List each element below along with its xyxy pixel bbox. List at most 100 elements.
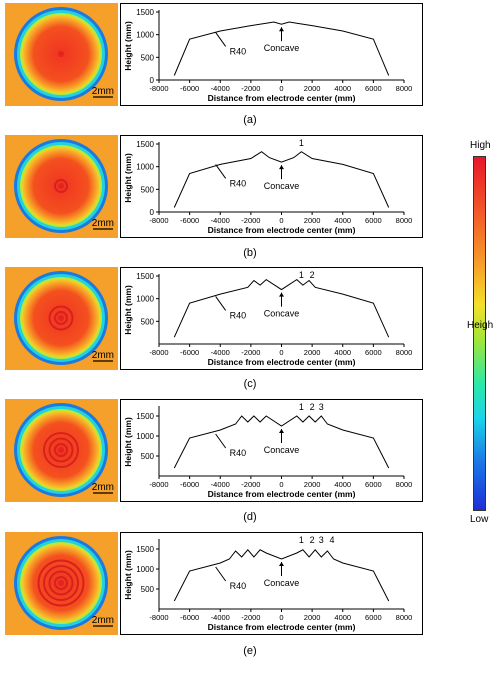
peak-number-label: 2 <box>310 270 315 280</box>
x-tick-label: 4000 <box>334 84 351 93</box>
y-tick-label: 0 <box>150 76 155 85</box>
y-tick-label: 1500 <box>136 412 154 421</box>
colorbar-bottom-label: Low <box>470 514 489 525</box>
r40-arrow <box>215 296 227 311</box>
peak-number-label: 3 <box>319 535 324 545</box>
height-profile-line <box>173 415 390 469</box>
y-axis-title: Height (mm) <box>123 21 133 71</box>
height-profile-line <box>173 151 390 208</box>
x-tick-label: 8000 <box>396 84 413 93</box>
x-tick-label: -6000 <box>180 84 199 93</box>
x-tick-label: 4000 <box>334 613 351 622</box>
x-tick-label: -2000 <box>241 84 260 93</box>
x-tick-label: 2000 <box>304 613 321 622</box>
x-tick-label: -4000 <box>211 216 230 225</box>
concave-arrowhead <box>279 562 284 566</box>
y-tick-label: 500 <box>141 585 155 594</box>
peak-number-label: 4 <box>330 535 335 545</box>
height-profile-line <box>173 278 390 338</box>
height-map-image: 2mm <box>5 399 118 502</box>
chart-svg: 0 500 1000 1500 -8000 -6000 -4000 -2000 0 2000 400… <box>123 8 413 103</box>
peak-number-label: 2 <box>310 535 315 545</box>
x-tick-label: 4000 <box>334 216 351 225</box>
y-tick-label: 1500 <box>136 8 154 17</box>
x-tick-label: -6000 <box>180 348 199 357</box>
x-tick-label: 6000 <box>365 613 382 622</box>
y-tick-label: 500 <box>141 185 155 194</box>
y-tick-label: 1500 <box>136 545 154 554</box>
x-tick-label: -2000 <box>241 613 260 622</box>
x-tick-label: -6000 <box>180 613 199 622</box>
x-tick-label: -4000 <box>211 348 230 357</box>
x-tick-label: -4000 <box>211 613 230 622</box>
concave-annotation: Concave <box>264 445 300 455</box>
peak-number-label: 1 <box>299 270 304 280</box>
chart-svg: 0 500 1000 1500 -8000 -6000 -4000 -2000 0 2000 400… <box>123 138 412 235</box>
y-tick-label: 1000 <box>136 565 154 574</box>
peak-number-label: 1 <box>299 535 304 545</box>
x-tick-label: 8000 <box>396 613 413 622</box>
r40-annotation: R40 <box>230 46 247 56</box>
x-tick-label: -8000 <box>149 216 168 225</box>
height-map-image: 2mm <box>5 135 118 238</box>
chart-svg: 500 1000 1500 -8000 -6000 -4000 -2000 0 2000 4000… <box>123 402 412 499</box>
y-axis-title: Height (mm) <box>123 285 133 335</box>
height-map-image: 2mm <box>5 532 118 635</box>
height-profile-chart: 0 500 1000 1500 -8000 -6000 -4000 -2000 0 2000 400… <box>120 135 423 238</box>
concave-annotation: Concave <box>264 43 300 53</box>
panel-caption: (e) <box>243 645 257 657</box>
y-tick-label: 1500 <box>136 140 154 149</box>
y-tick-label: 1000 <box>136 31 154 40</box>
x-tick-label: 2000 <box>304 84 321 93</box>
chart-svg: 500 1000 1500 -8000 -6000 -4000 -2000 0 2000 4000… <box>123 270 412 367</box>
r40-arrow <box>215 32 227 47</box>
concave-arrowhead <box>279 27 284 32</box>
peak-number-label: 2 <box>310 402 315 412</box>
x-tick-label: 0 <box>279 216 283 225</box>
y-axis-title: Height (mm) <box>123 550 133 600</box>
height-profile-line <box>173 549 390 602</box>
scale-bar-label: 2mm <box>91 482 114 493</box>
x-tick-label: -8000 <box>149 348 168 357</box>
panel-caption: (d) <box>243 511 257 523</box>
panel-caption: (b) <box>243 247 257 259</box>
height-map-image: 2mm <box>5 267 118 370</box>
y-tick-label: 1000 <box>136 432 154 441</box>
y-tick-label: 500 <box>141 317 155 326</box>
x-tick-label: 6000 <box>365 348 382 357</box>
height-profile-chart: 500 1000 1500 -8000 -6000 -4000 -2000 0 2000 4000… <box>120 267 423 370</box>
concave-annotation: Concave <box>264 578 300 588</box>
x-tick-label: 0 <box>279 613 283 622</box>
peak-number-label: 1 <box>299 138 304 148</box>
x-tick-label: -2000 <box>241 480 260 489</box>
scale-bar-label: 2mm <box>91 350 114 361</box>
x-tick-label: -4000 <box>211 84 230 93</box>
r40-arrow <box>215 566 227 582</box>
y-tick-label: 1000 <box>136 163 154 172</box>
x-tick-label: -2000 <box>241 348 260 357</box>
x-axis-title: Distance from electrode center (mm) <box>208 622 356 632</box>
r40-arrow <box>215 164 227 179</box>
concave-annotation: Concave <box>264 309 300 319</box>
concave-annotation: Concave <box>264 181 300 191</box>
peak-number-label: 3 <box>319 402 324 412</box>
concave-arrowhead <box>279 292 284 297</box>
x-tick-label: 6000 <box>365 480 382 489</box>
x-tick-label: 6000 <box>365 84 382 93</box>
y-axis-title: Height (mm) <box>123 153 133 203</box>
x-tick-label: -8000 <box>149 480 168 489</box>
r40-annotation: R40 <box>230 581 247 591</box>
chart-svg: 500 1000 1500 -8000 -6000 -4000 -2000 0 2000 4000… <box>123 535 413 632</box>
r40-annotation: R40 <box>230 178 247 188</box>
x-tick-label: 0 <box>279 84 283 93</box>
x-tick-label: -4000 <box>211 480 230 489</box>
r40-annotation: R40 <box>230 310 247 320</box>
x-tick-label: 4000 <box>334 480 351 489</box>
x-axis-title: Distance from electrode center (mm) <box>208 357 356 367</box>
x-tick-label: -8000 <box>149 613 168 622</box>
panel-caption: (c) <box>243 378 257 390</box>
colorbar-mid-label: Heigh <box>467 320 494 331</box>
panel-caption: (a) <box>243 114 257 126</box>
scale-bar-label: 2mm <box>91 86 114 97</box>
x-tick-label: -6000 <box>180 480 199 489</box>
